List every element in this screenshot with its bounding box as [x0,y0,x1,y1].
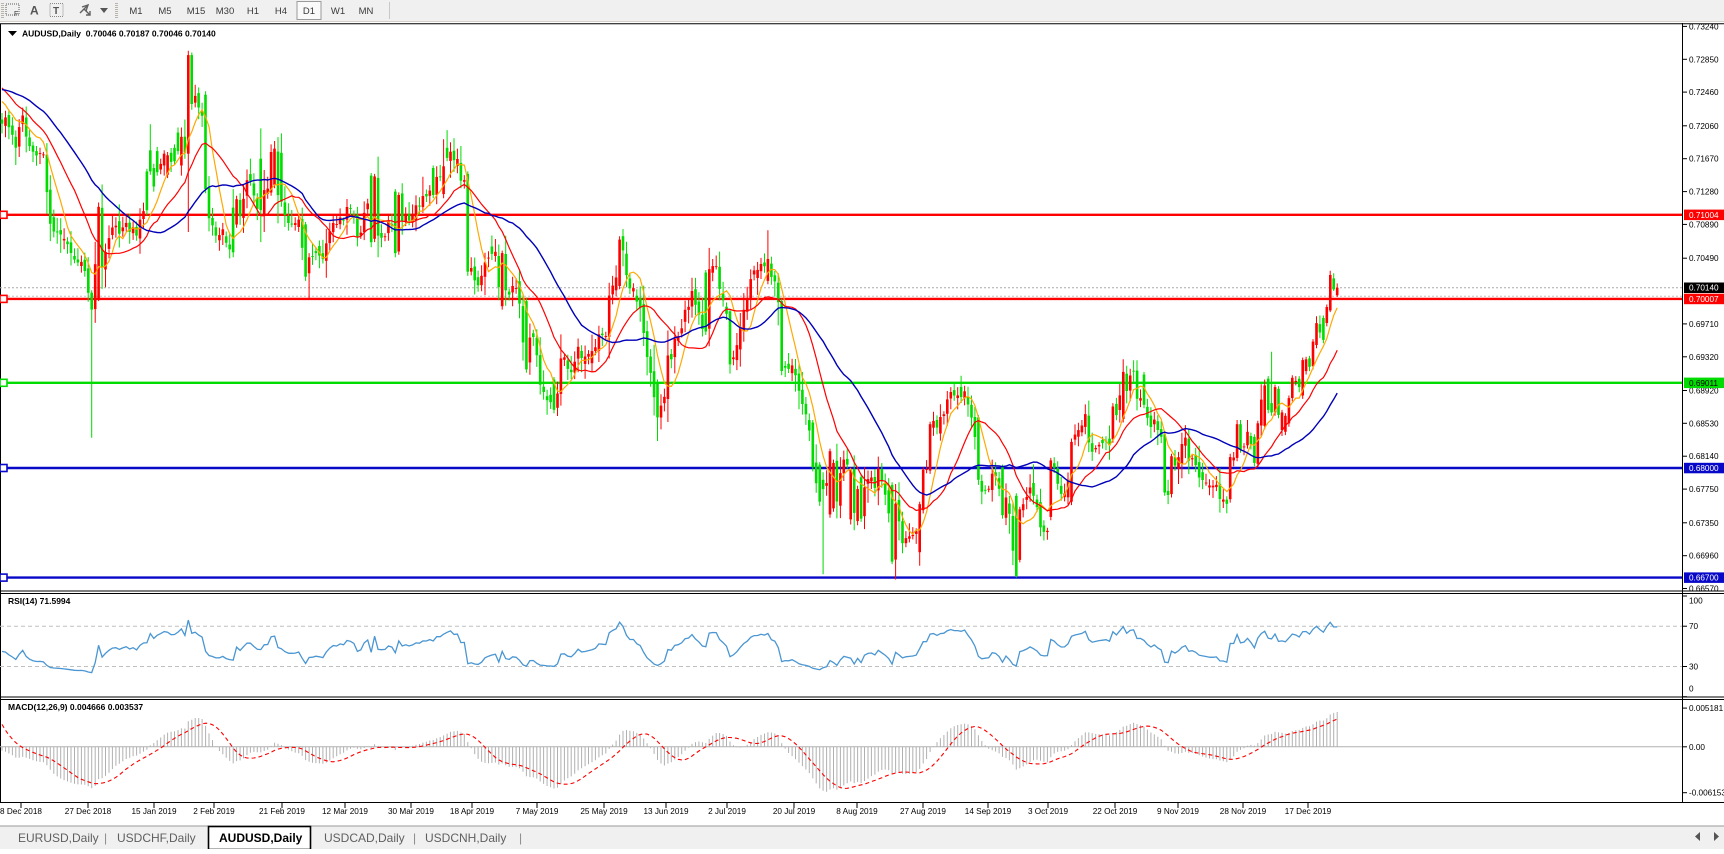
svg-text:0.72060: 0.72060 [1689,122,1719,131]
svg-text:0.70140: 0.70140 [1689,284,1719,293]
svg-text:M30: M30 [216,6,234,17]
svg-text:70: 70 [1689,622,1699,631]
svg-text:0.70890: 0.70890 [1689,220,1719,229]
svg-text:9 Nov 2019: 9 Nov 2019 [1157,807,1199,816]
svg-text:0.66960: 0.66960 [1689,552,1719,561]
svg-text:15 Jan 2019: 15 Jan 2019 [131,807,177,816]
svg-text:0.67750: 0.67750 [1689,485,1719,494]
svg-text:28 Nov 2019: 28 Nov 2019 [1220,807,1267,816]
svg-text:W1: W1 [331,6,345,17]
svg-text:0.67350: 0.67350 [1689,519,1719,528]
svg-text:20 Jul 2019: 20 Jul 2019 [773,807,816,816]
svg-text:A: A [30,4,39,18]
svg-text:USDCHF,Daily: USDCHF,Daily [117,831,196,845]
svg-text:0.68530: 0.68530 [1689,419,1719,428]
svg-text:3 Oct 2019: 3 Oct 2019 [1028,807,1069,816]
svg-text:0.71004: 0.71004 [1689,211,1719,220]
svg-text:0.72850: 0.72850 [1689,55,1719,64]
svg-text:0.70490: 0.70490 [1689,254,1719,263]
svg-text:|: | [413,831,416,845]
svg-text:22 Oct 2019: 22 Oct 2019 [1093,807,1138,816]
svg-text:RSI(14) 71.5994: RSI(14) 71.5994 [8,596,71,606]
svg-text:0.69710: 0.69710 [1689,320,1719,329]
svg-text:USDCNH,Daily: USDCNH,Daily [425,831,506,845]
svg-text:25 May 2019: 25 May 2019 [580,807,628,816]
svg-text:12 Mar 2019: 12 Mar 2019 [322,807,368,816]
svg-text:|: | [104,831,107,845]
svg-text:8 Aug 2019: 8 Aug 2019 [836,807,878,816]
svg-text:0.68140: 0.68140 [1689,452,1719,461]
svg-text:USDCAD,Daily: USDCAD,Daily [324,831,405,845]
svg-text:14 Sep 2019: 14 Sep 2019 [965,807,1012,816]
svg-text:0.69011: 0.69011 [1689,379,1718,388]
svg-text:7 May 2019: 7 May 2019 [516,807,559,816]
svg-text:AUDUSD,Daily 0.70046 0.70187: AUDUSD,Daily 0.70046 0.70187 0.70046 0.7… [22,29,216,39]
svg-text:F: F [14,11,18,18]
svg-text:0.68920: 0.68920 [1689,387,1719,396]
svg-text:AUDUSD,Daily: AUDUSD,Daily [219,831,303,845]
svg-text:27 Dec 2018: 27 Dec 2018 [65,807,112,816]
svg-text:D1: D1 [303,6,315,17]
svg-text:0.73240: 0.73240 [1689,22,1719,31]
svg-text:0.66700: 0.66700 [1689,574,1719,583]
svg-text:H4: H4 [275,6,287,17]
svg-text:MACD(12,26,9) 0.004666 0.00353: MACD(12,26,9) 0.004666 0.003537 [8,702,143,712]
svg-text:0: 0 [1689,684,1694,693]
svg-text:M1: M1 [129,6,142,17]
svg-text:0.005181: 0.005181 [1689,704,1724,713]
svg-text:13 Jun 2019: 13 Jun 2019 [643,807,689,816]
svg-text:17 Dec 2019: 17 Dec 2019 [1285,807,1332,816]
svg-text:8 Dec 2018: 8 Dec 2018 [0,807,42,816]
svg-text:30 Mar 2019: 30 Mar 2019 [388,807,434,816]
svg-text:30: 30 [1689,663,1699,672]
svg-text:2 Feb 2019: 2 Feb 2019 [193,807,235,816]
svg-text:18 Apr 2019: 18 Apr 2019 [450,807,495,816]
svg-text:0.68000: 0.68000 [1689,464,1719,473]
svg-text:2 Jul 2019: 2 Jul 2019 [708,807,746,816]
svg-text:0.66570: 0.66570 [1689,585,1719,594]
svg-text:H1: H1 [247,6,259,17]
svg-text:T: T [53,6,59,17]
svg-text:EURUSD,Daily: EURUSD,Daily [18,831,99,845]
svg-text:0.69320: 0.69320 [1689,353,1719,362]
svg-text:|: | [519,831,522,845]
svg-text:0.70007: 0.70007 [1689,295,1719,304]
svg-text:MN: MN [359,6,374,17]
svg-text:21 Feb 2019: 21 Feb 2019 [259,807,305,816]
svg-text:0.00: 0.00 [1689,743,1705,752]
svg-text:0.72460: 0.72460 [1689,88,1719,97]
svg-text:M15: M15 [187,6,205,17]
svg-text:M5: M5 [158,6,171,17]
svg-text:0.71670: 0.71670 [1689,155,1719,164]
svg-text:27 Aug 2019: 27 Aug 2019 [900,807,946,816]
svg-text:-0.006153: -0.006153 [1689,789,1724,798]
svg-text:0.71280: 0.71280 [1689,188,1719,197]
svg-text:100: 100 [1689,597,1703,606]
